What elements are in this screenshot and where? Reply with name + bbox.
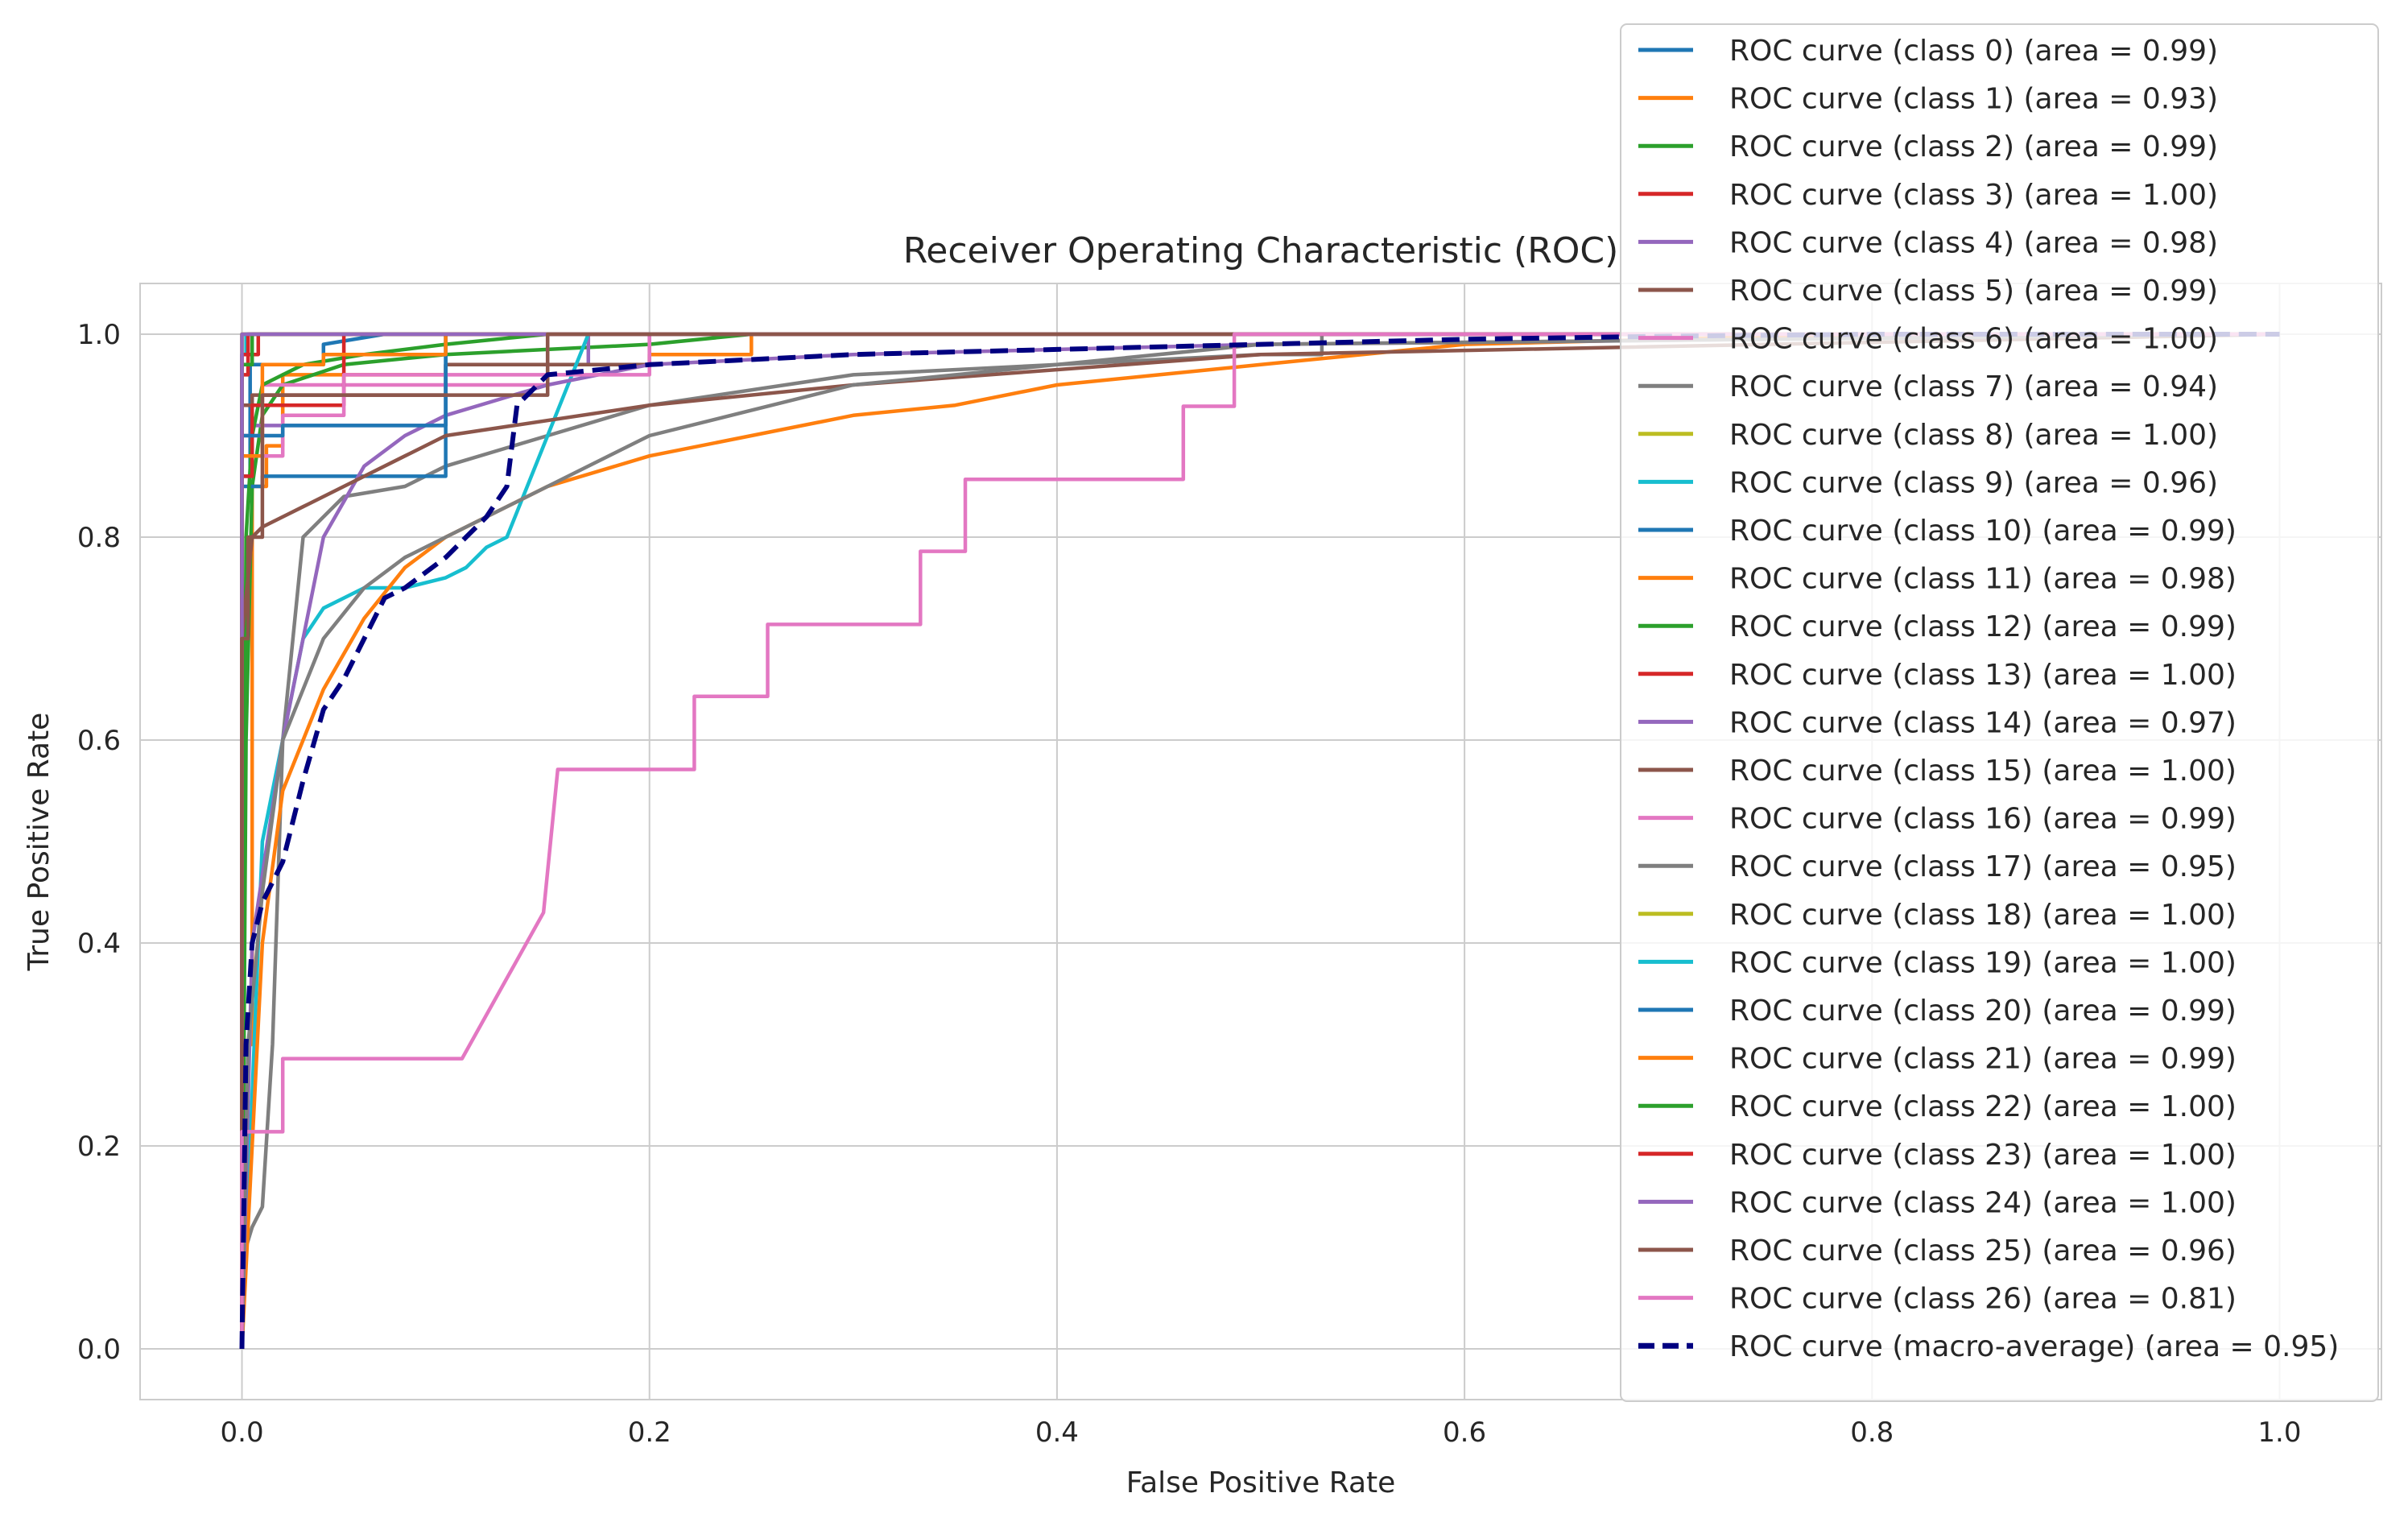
legend-entry: ROC curve (class 2) (area = 0.99) [1729, 130, 2218, 163]
legend-entry: ROC curve (class 19) (area = 1.00) [1729, 946, 2237, 979]
legend-entry: ROC curve (class 13) (area = 1.00) [1729, 659, 2237, 692]
legend-entry: ROC curve (class 0) (area = 0.99) [1729, 35, 2218, 68]
legend-entry: ROC curve (class 17) (area = 0.95) [1729, 850, 2237, 883]
roc-line-class-17 [240, 332, 2280, 1350]
legend-entry: ROC curve (class 20) (area = 0.99) [1729, 995, 2237, 1028]
legend-entry: ROC curve (class 7) (area = 0.94) [1729, 370, 2218, 403]
legend-entry: ROC curve (class 18) (area = 1.00) [1729, 899, 2237, 932]
legend-entry: ROC curve (class 21) (area = 0.99) [1729, 1043, 2237, 1076]
roc-line-class-25 [240, 332, 2280, 1349]
roc-line-class-21 [240, 332, 2280, 1349]
legend-entry: ROC curve (class 26) (area = 0.81) [1729, 1283, 2237, 1316]
x-tick-label: 1.0 [2257, 1417, 2301, 1449]
legend-entry: ROC curve (class 12) (area = 0.99) [1729, 610, 2237, 643]
legend-entry: ROC curve (class 22) (area = 1.00) [1729, 1090, 2237, 1123]
legend-box [1620, 23, 2379, 1402]
roc-line-class-11 [240, 332, 2280, 1350]
legend-entry: ROC curve (class 8) (area = 1.00) [1729, 419, 2218, 452]
y-axis-label: True Positive Rate [23, 713, 56, 972]
legend-entry: ROC curve (class 3) (area = 1.00) [1729, 179, 2218, 212]
legend-entry: ROC curve (class 9) (area = 0.96) [1729, 466, 2218, 499]
legend-entry: ROC curve (class 10) (area = 0.99) [1729, 515, 2237, 548]
series-lines [239, 332, 2280, 1350]
y-tick-label: 0.4 [77, 928, 121, 960]
x-tick-label: 0.0 [221, 1417, 264, 1449]
x-tick-label: 0.2 [628, 1417, 671, 1449]
y-tick-label: 1.0 [77, 319, 121, 351]
y-tick-label: 0.2 [77, 1131, 121, 1163]
legend-entry: ROC curve (class 11) (area = 0.98) [1729, 563, 2237, 596]
x-axis-label: False Positive Rate [1126, 1466, 1396, 1499]
legend-entry: ROC curve (class 25) (area = 0.96) [1729, 1235, 2237, 1268]
legend-entry: ROC curve (class 14) (area = 0.97) [1729, 706, 2237, 739]
legend-entry: ROC curve (macro-average) (area = 0.95) [1729, 1330, 2339, 1363]
legend-entry: ROC curve (class 4) (area = 0.98) [1729, 226, 2218, 259]
x-tick-label: 0.4 [1035, 1417, 1079, 1449]
y-tick-label: 0.6 [77, 725, 121, 757]
y-tick-label: 0.8 [77, 522, 121, 554]
legend-entry: ROC curve (class 6) (area = 1.00) [1729, 323, 2218, 356]
legend: ROC curve (class 0) (area = 0.99) ROC cur… [1620, 23, 2379, 1402]
legend-entry: ROC curve (class 16) (area = 0.99) [1729, 803, 2237, 836]
y-tick-label: 0.0 [77, 1334, 121, 1366]
legend-entry: ROC curve (class 24) (area = 1.00) [1729, 1186, 2237, 1219]
x-tick-label: 0.8 [1850, 1417, 1894, 1449]
tick-labels: 0.0 0.2 0.4 0.6 0.8 1.0 0.0 0.2 0.4 0.6 0.8 1.0 [77, 319, 2302, 1449]
x-tick-label: 0.6 [1443, 1417, 1486, 1449]
legend-entry: ROC curve (class 23) (area = 1.00) [1729, 1139, 2237, 1172]
chart-title: Receiver Operating Characteristic (ROC) [903, 230, 1619, 271]
roc-line-class-26 [240, 332, 2280, 1349]
macro-average-roc-line [239, 332, 2280, 1350]
legend-entry: ROC curve (class 5) (area = 0.99) [1729, 275, 2218, 308]
legend-entry: ROC curve (class 1) (area = 0.93) [1729, 83, 2218, 116]
legend-entry: ROC curve (class 15) (area = 1.00) [1729, 755, 2237, 788]
plot-frame [139, 283, 2382, 1400]
